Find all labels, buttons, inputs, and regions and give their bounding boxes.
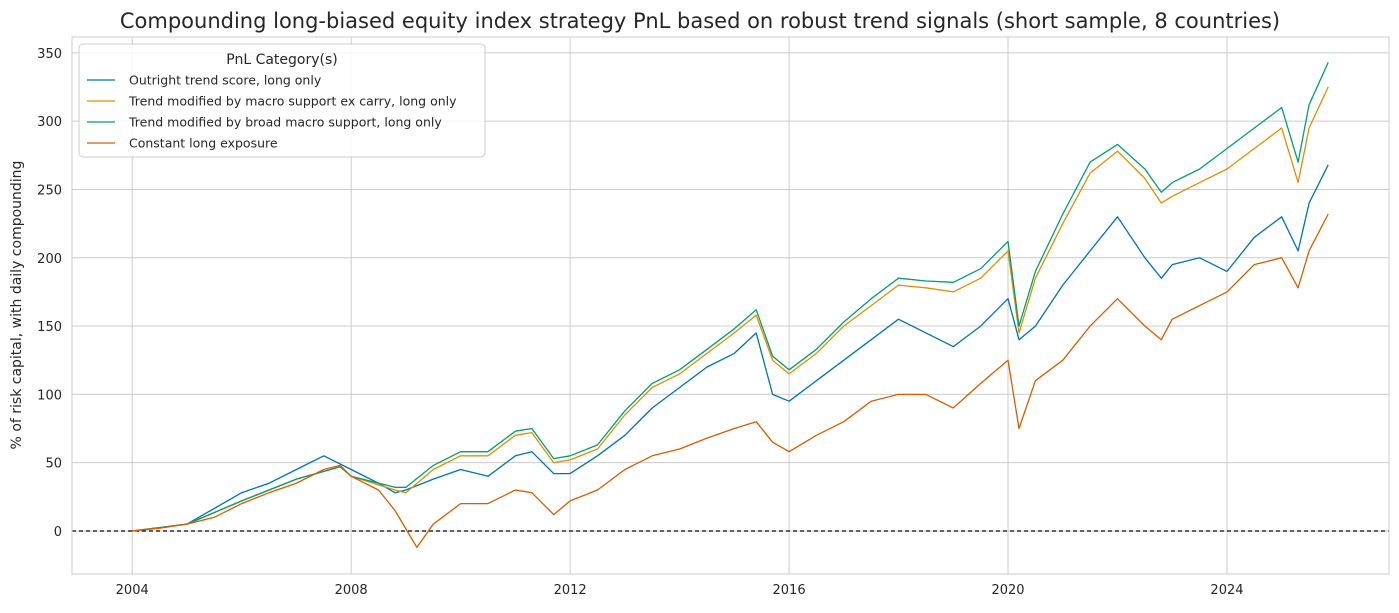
chart-title: Compounding long-biased equity index str…	[120, 9, 1280, 33]
legend-entry: Trend modified by macro support ex carry…	[128, 94, 457, 109]
series-lines	[132, 62, 1329, 549]
y-tick-label: 300	[37, 115, 62, 130]
x-tick-label: 2020	[991, 583, 1024, 598]
series-line-1	[132, 86, 1329, 532]
x-tick-label: 2024	[1210, 583, 1243, 598]
plot-frame	[71, 36, 1390, 575]
x-tick-label: 2004	[116, 583, 149, 598]
series-line-2	[132, 62, 1329, 532]
legend-entry: Outright trend score, long only	[129, 73, 322, 88]
legend-box	[78, 43, 486, 158]
y-axis-label: % of risk capital, with daily compoundin…	[9, 161, 25, 450]
y-tick-label: 250	[37, 183, 62, 198]
series-line-3	[132, 213, 1329, 549]
y-tick-label: 100	[37, 388, 62, 403]
series-line-0	[132, 164, 1329, 532]
y-tick-label: 200	[37, 252, 62, 267]
x-tick-label: 2012	[554, 583, 587, 598]
y-tick-label: 350	[37, 47, 62, 62]
y-tick-label: 150	[37, 320, 62, 335]
legend-entry: Trend modified by broad macro support, l…	[128, 115, 442, 130]
x-tick-label: 2008	[335, 583, 368, 598]
y-tick-label: 0	[54, 525, 62, 540]
tick-labels: 2004 2008 2012 2016 2020 2024 0 50 100 150 200 250 3…	[37, 47, 1243, 598]
legend: PnL Category(s) Outright trend score, lo…	[78, 43, 486, 158]
legend-entry: Constant long exposure	[129, 136, 278, 151]
legend-title: PnL Category(s)	[226, 52, 338, 68]
x-tick-label: 2016	[773, 583, 806, 598]
y-tick-label: 50	[45, 457, 62, 472]
